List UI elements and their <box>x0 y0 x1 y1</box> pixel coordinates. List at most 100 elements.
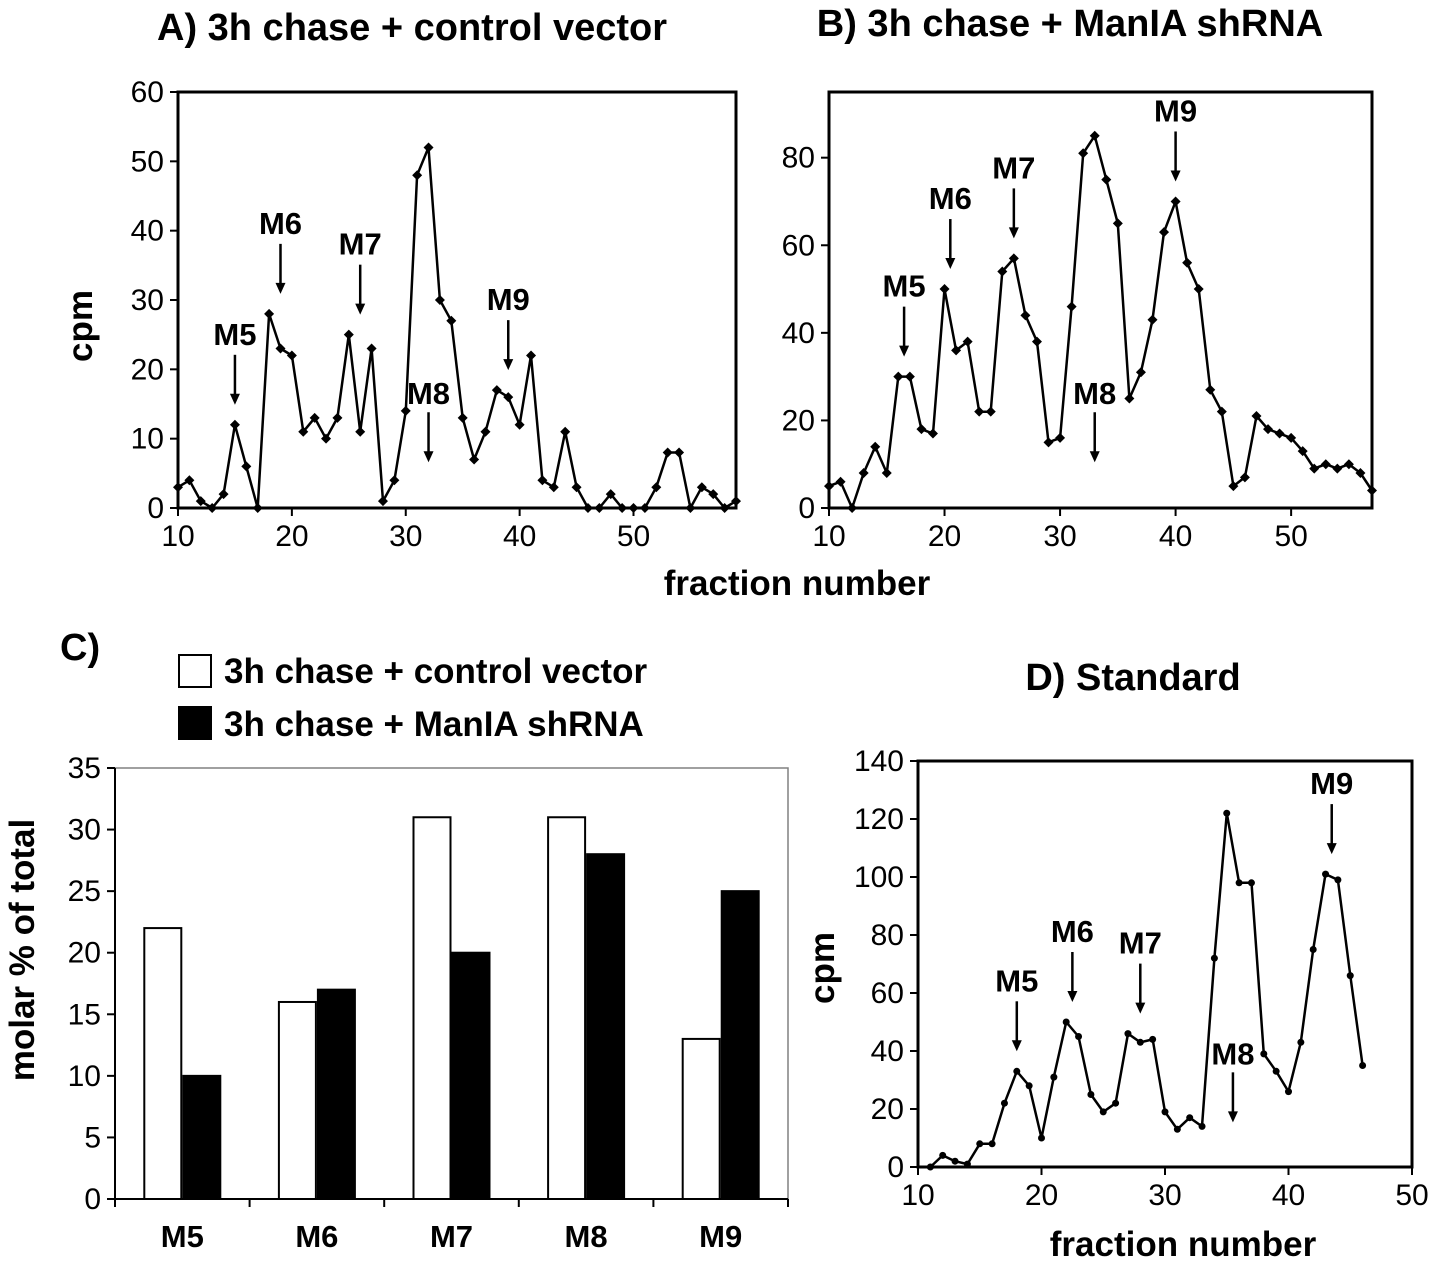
panel-c-bar <box>720 890 760 1201</box>
panel-a-data-point <box>639 503 650 513</box>
panel-a-y-tick-label: 0 <box>147 492 164 525</box>
panel-b-plot-frame <box>827 90 1374 510</box>
panel-a-data-point <box>605 489 616 500</box>
panel-c-bar <box>316 988 356 1201</box>
panel-c-y-tick-label: 35 <box>68 752 101 785</box>
panel-d: D) Standard cpm fraction number 0 20 40 60 8… <box>803 657 1429 1264</box>
panel-a-data-point <box>366 343 377 354</box>
panel-b-data-point <box>1205 384 1216 395</box>
panel-a-data-point <box>469 454 480 465</box>
panel-b-x-tick-label: 30 <box>1043 520 1076 553</box>
panel-b-data-point <box>1239 472 1250 483</box>
panel-a-data-point <box>628 503 639 513</box>
panel-a-x-tick-label: 20 <box>275 520 308 553</box>
panel-b-data-point <box>1182 257 1193 268</box>
panel-d-x-tick-label: 20 <box>1025 1179 1058 1212</box>
panel-b-data-point <box>985 406 996 417</box>
panel-b-data-point <box>1297 446 1308 457</box>
panel-b-data-point <box>1147 314 1158 325</box>
panel-b-data-point <box>939 284 950 295</box>
panel-a-data-point <box>685 503 696 513</box>
panel-a-data-point <box>731 496 741 507</box>
panel-b-annotation-arrowhead <box>945 258 956 270</box>
panel-b-data-point <box>881 467 892 478</box>
panel-d-x-tick-label: 40 <box>1272 1179 1305 1212</box>
panel-a-data-point <box>526 350 537 361</box>
panel-d-data-point <box>1198 1122 1206 1130</box>
panel-c-y-tick-label: 0 <box>84 1183 101 1216</box>
panel-d-data-point <box>1161 1108 1169 1116</box>
shared-x-axis-label: fraction number <box>664 564 931 603</box>
panel-a-data-point <box>617 503 628 513</box>
panel-c-bar <box>143 927 183 1200</box>
panel-b-y-tick-label: 60 <box>782 229 815 262</box>
panel-c-y-tick-label: 10 <box>68 1060 101 1093</box>
panel-a-y-tick-label: 10 <box>131 423 164 456</box>
panel-c-category-label: M6 <box>295 1219 338 1254</box>
panel-d-y-tick-label: 120 <box>854 803 904 836</box>
panel-c-category-label: M8 <box>565 1219 608 1254</box>
panel-c: C) 3h chase + control vector 3h chase + … <box>3 627 789 1254</box>
panel-b-data-point <box>951 345 962 356</box>
panel-a-data-point <box>571 482 582 493</box>
panel-d-data-point <box>1124 1030 1132 1038</box>
panel-d-annotation-arrowhead <box>1135 1002 1146 1014</box>
panel-a-data-point <box>298 426 309 437</box>
panel-d-title: D) Standard <box>1025 657 1240 699</box>
panel-b-data-point <box>1135 367 1146 378</box>
panel-d-annotation-label: M9 <box>1310 766 1353 801</box>
panel-d-y-axis-label: cpm <box>803 932 842 1004</box>
panel-b-data-point <box>1170 196 1181 207</box>
panel-c-marks <box>143 816 760 1201</box>
panel-a-data-point <box>309 412 320 423</box>
panel-a-annotation-label: M8 <box>407 376 450 411</box>
panel-a-data-point <box>343 329 354 340</box>
panel-b: B) 3h chase + ManIA shRNA 0 20 40 60 80 10 20 3… <box>782 3 1377 553</box>
panel-b-y-tick-label: 0 <box>798 492 815 525</box>
panel-b-data-point <box>858 467 869 478</box>
panel-d-data-point <box>1136 1038 1144 1046</box>
panel-d-data-point <box>1346 972 1354 980</box>
panel-b-x-tick-label: 50 <box>1274 520 1307 553</box>
panel-d-annotation-arrowhead <box>1011 1040 1022 1052</box>
panel-d-data-point <box>1062 1018 1070 1026</box>
panel-b-data-point <box>1031 336 1042 347</box>
panel-d-data-point <box>1050 1073 1058 1081</box>
panel-d-data-point <box>939 1151 947 1159</box>
panel-d-data-point <box>1247 879 1255 887</box>
panel-a-data-point <box>355 426 366 437</box>
panel-d-y-tick-label: 140 <box>854 745 904 778</box>
panel-a-y-tick-label: 40 <box>131 215 164 248</box>
panel-d-annotation-label: M5 <box>995 963 1038 998</box>
panel-b-data-point <box>847 503 858 513</box>
panel-b-data-point <box>824 481 834 492</box>
panel-b-data-point <box>927 428 938 439</box>
panel-b-data-point <box>1089 130 1100 141</box>
panel-c-y-tick-label: 15 <box>68 998 101 1031</box>
panel-d-data-point <box>1013 1067 1021 1075</box>
panel-a-data-point <box>400 405 411 416</box>
panel-b-x-tick-label: 20 <box>928 520 961 553</box>
panel-a-data-point <box>548 482 559 493</box>
panel-c-bar <box>681 1037 721 1201</box>
panel-d-annotation-arrowhead <box>1326 843 1337 855</box>
panel-c-bar <box>277 1000 317 1200</box>
panel-a-annotation-label: M6 <box>259 206 302 241</box>
panel-b-data-point <box>1367 485 1377 496</box>
panel-b-data-point <box>1066 301 1077 312</box>
panel-b-data-point <box>1055 432 1066 443</box>
panel-d-data-point <box>1297 1038 1305 1046</box>
panel-b-data-point <box>1251 411 1262 422</box>
panel-d-y-tick-label: 100 <box>854 861 904 894</box>
panel-c-y-tick-label: 30 <box>68 814 101 847</box>
panel-b-data-point <box>974 406 985 417</box>
panel-d-marks: M5 M6 M7 M8 M9 <box>926 766 1367 1171</box>
panel-d-data-point <box>951 1157 959 1165</box>
panel-a-data-point <box>719 503 730 513</box>
panel-d-data-point <box>1322 870 1330 878</box>
panel-a-data-point <box>241 461 252 472</box>
panel-a-data-point <box>594 503 605 513</box>
panel-d-data-point <box>1272 1067 1280 1075</box>
panel-a-data-point <box>389 475 400 486</box>
panel-a-data-point <box>582 503 593 513</box>
